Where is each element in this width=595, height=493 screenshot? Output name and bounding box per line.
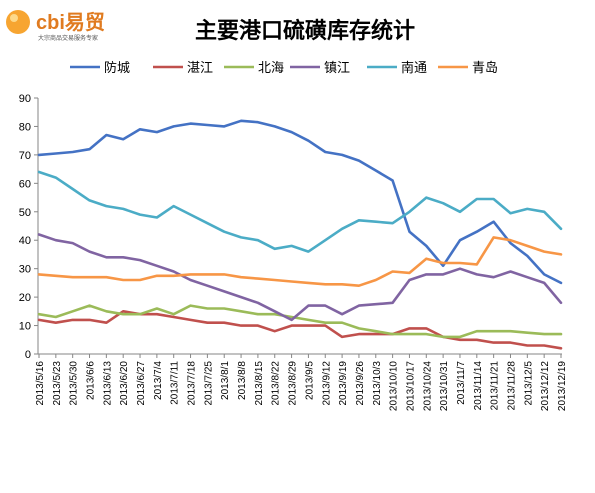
x-tick-label: 2013/9/19 [338,361,349,406]
y-tick-label: 60 [19,178,31,190]
x-tick-label: 2013/10/17 [405,361,416,411]
x-tick-label: 2013/7/18 [187,361,198,406]
axes: 0 10 20 30 40 50 60 70 80 90 2013/5/16 2013/5/23 201… [19,93,568,411]
y-tick-label: 30 [19,264,31,276]
x-tick-label: 2013/12/12 [540,361,551,411]
series-line-北海 [37,304,563,339]
x-tick-label: 2013/7/25 [203,361,214,406]
series-line-防城 [37,119,563,285]
legend-label: 青岛 [472,60,498,76]
x-tick-label: 2013/9/26 [355,361,366,406]
x-tick-label: 2013/10/3 [372,361,383,406]
x-tick-label: 2013/10/10 [389,361,400,411]
logo-brand: cbi易贸 [36,11,105,34]
x-tick-label: 2013/8/29 [288,361,299,406]
x-tick-label: 2013/7/4 [153,361,164,400]
y-tick-label: 40 [19,235,31,247]
x-tick-label: 2013/11/28 [506,361,517,411]
y-tick-label: 0 [25,349,31,361]
x-tick-label: 2013/6/6 [86,361,97,400]
plot-area [37,119,563,350]
legend: 防城 湛江 北海 镇江 南通 青岛 [70,60,498,76]
x-tick-label: 2013/10/24 [422,361,433,411]
logo-tagline: 大宗商品交易服务专家 [38,34,98,42]
x-tick-label: 2013/5/16 [35,361,46,406]
legend-label: 湛江 [187,61,213,76]
x-tick-label: 2013/5/23 [52,361,63,406]
x-tick-label: 2013/12/5 [523,361,534,406]
x-tick-label: 2013/5/30 [69,361,80,406]
legend-label: 镇江 [324,61,350,76]
x-tick-label: 2013/12/19 [557,361,568,411]
x-tick-label: 2013/6/13 [102,361,113,406]
x-tick-label: 2013/11/14 [473,361,484,411]
y-tick-label: 90 [19,93,31,105]
legend-label: 防城 [104,60,130,76]
y-tick-label: 20 [19,292,31,304]
y-tick-label: 70 [19,150,31,162]
x-tick-label: 2013/6/27 [136,361,147,406]
x-tick-label: 2013/8/15 [254,361,265,406]
series-line-南通 [37,170,563,253]
x-tick-label: 2013/9/5 [304,361,315,400]
x-tick-label: 2013/9/12 [321,361,332,406]
brand-logo: cbi易贸 大宗商品交易服务专家 [6,10,105,42]
x-tick-label: 2013/8/1 [220,361,231,400]
y-tick-label: 80 [19,121,31,133]
y-tick-label: 10 [19,321,31,333]
chart-title: 主要港口硫磺库存统计 [195,18,415,44]
x-tick-label: 2013/8/22 [271,361,282,406]
series-line-湛江 [37,309,563,350]
legend-label: 南通 [401,60,427,76]
logo-mark-icon [6,10,30,34]
x-tick-label: 2013/6/20 [119,361,130,406]
legend-label: 北海 [258,61,284,76]
series-line-青岛 [37,236,563,288]
x-tick-label: 2013/11/21 [490,361,501,411]
x-tick-label: 2013/8/8 [237,361,248,400]
x-tick-label: 2013/11/7 [456,361,467,405]
series-line-镇江 [37,233,563,322]
x-tick-label: 2013/10/31 [439,361,450,411]
x-tick-label: 2013/7/11 [170,361,181,405]
y-tick-label: 50 [19,207,31,219]
